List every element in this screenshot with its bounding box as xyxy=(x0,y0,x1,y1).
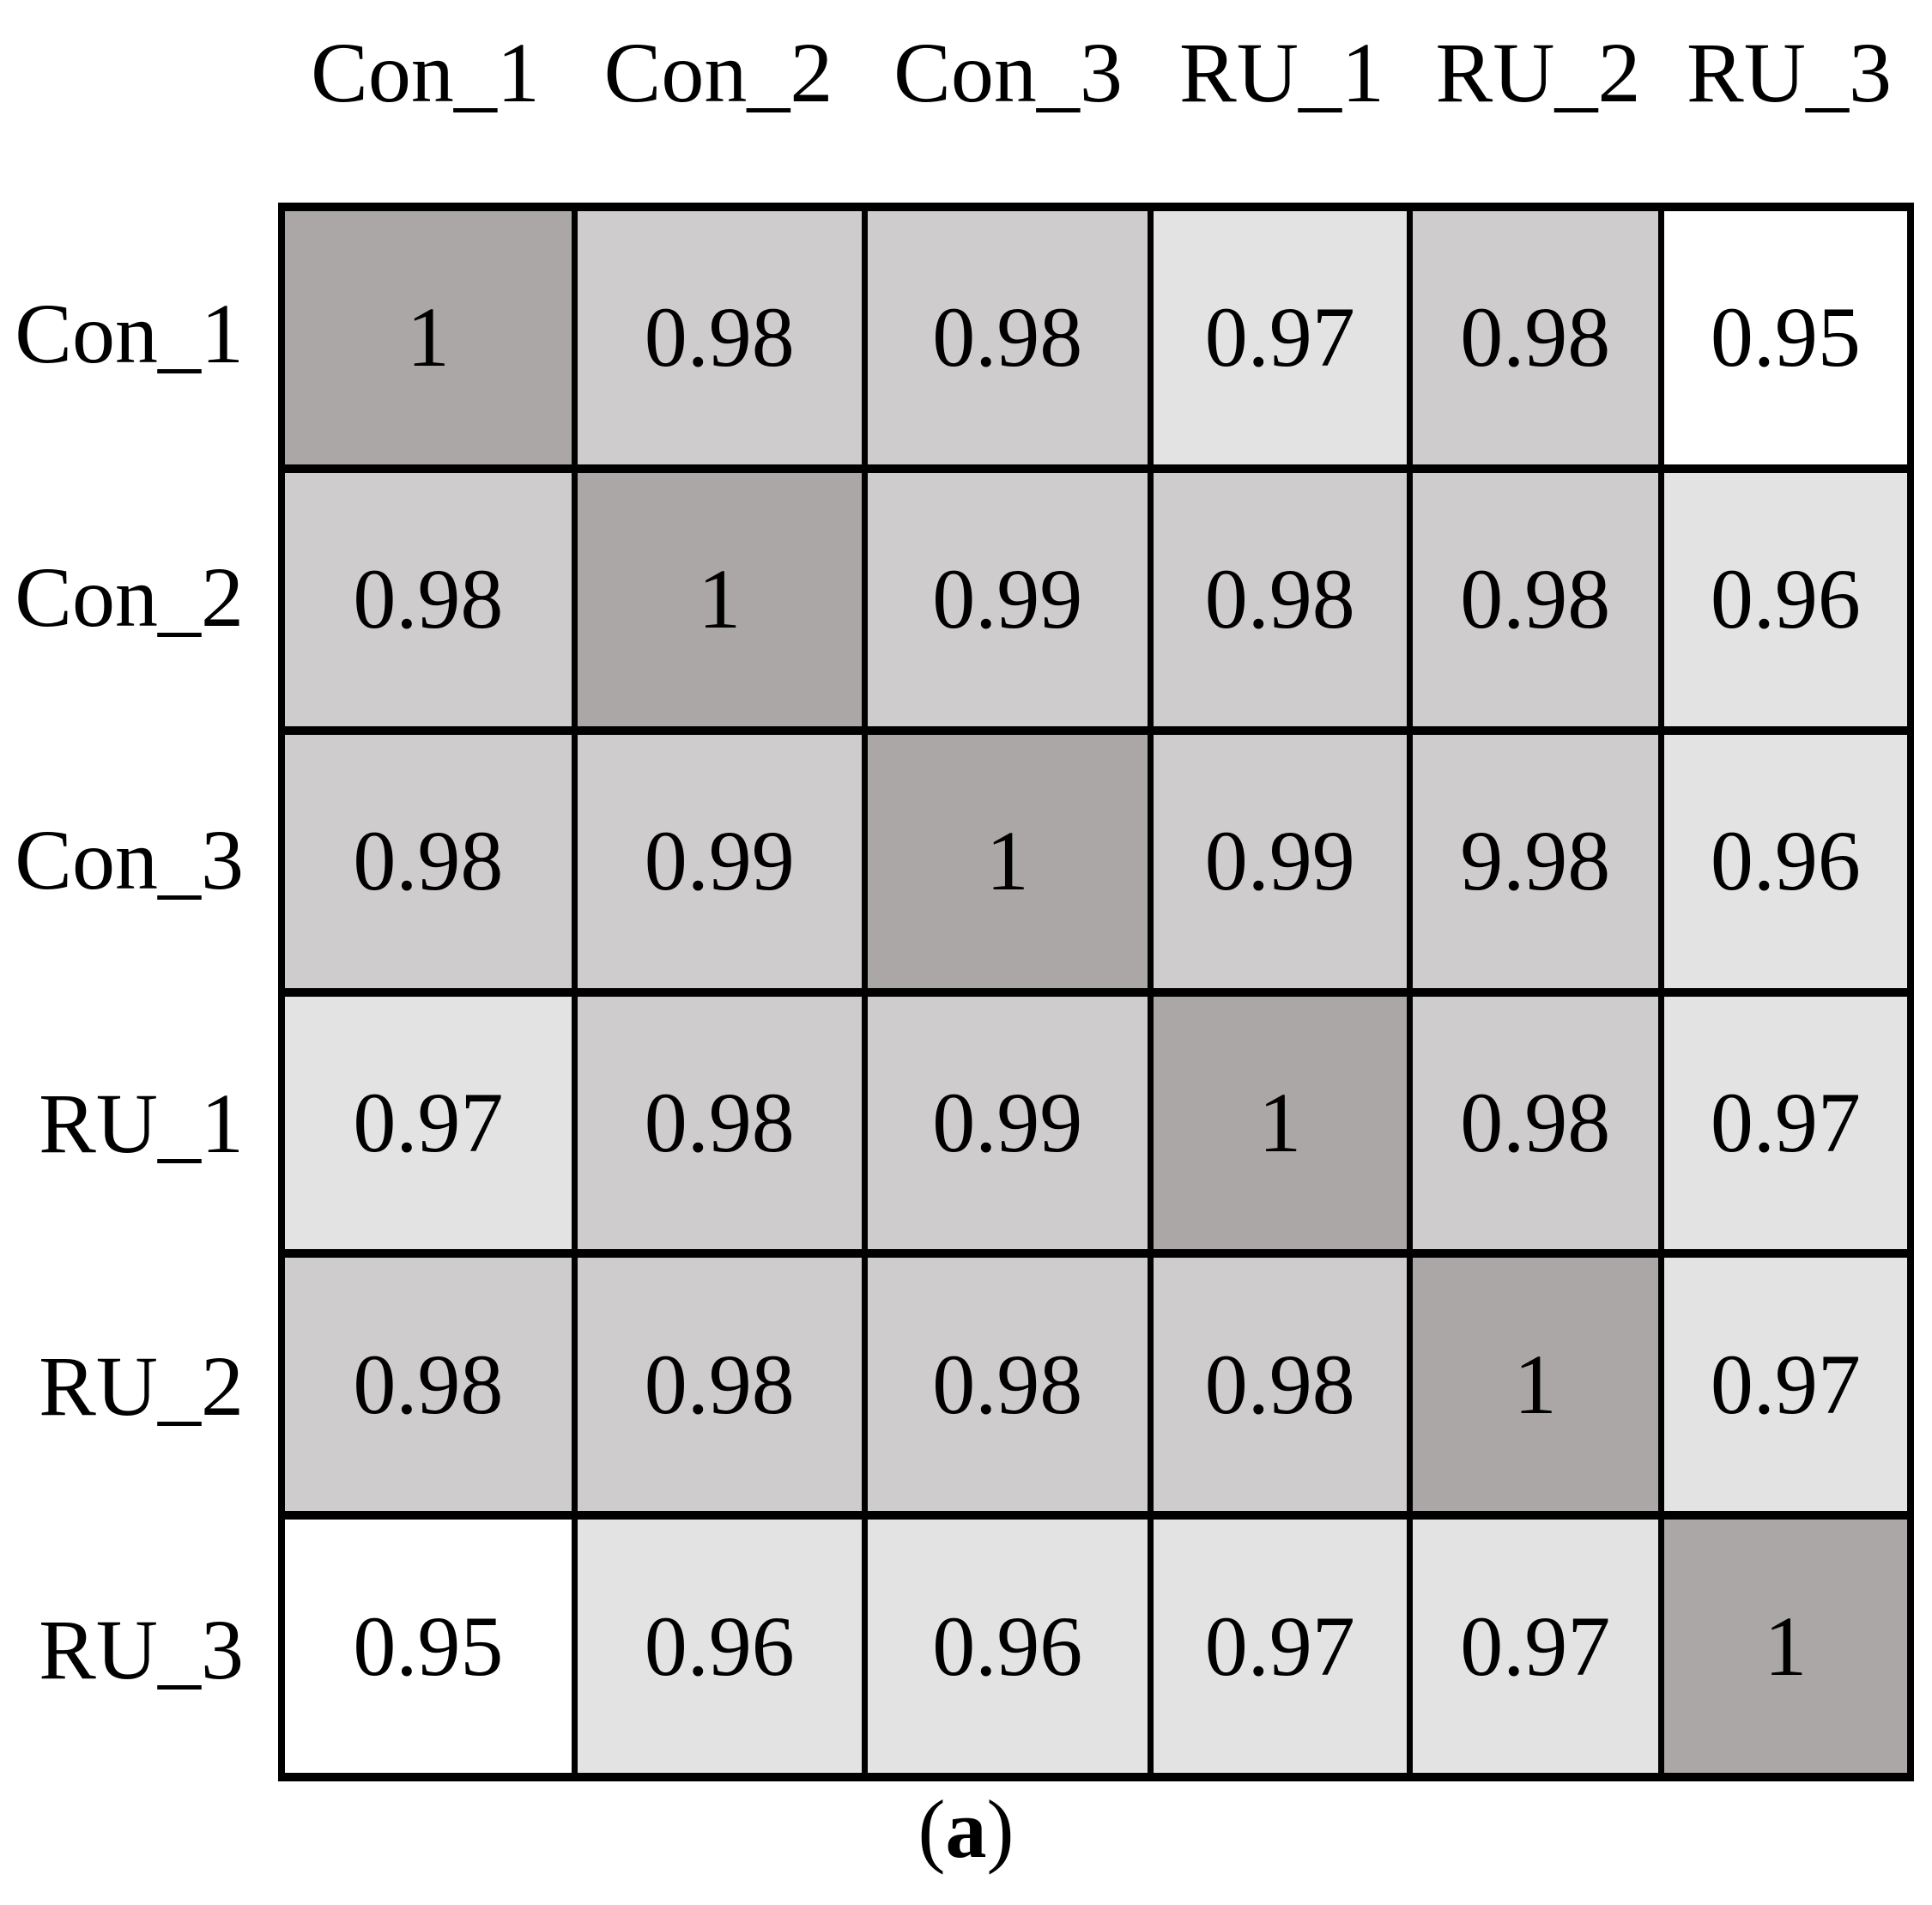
figure-caption: (a) xyxy=(0,1784,1932,1875)
matrix-cell: 0.98 xyxy=(867,1258,1148,1512)
matrix-cell: 0.96 xyxy=(577,1520,862,1773)
column-headers: Con_1 Con_2 Con_3 RU_1 RU_2 RU_3 xyxy=(278,0,1914,146)
matrix-cell: 0.98 xyxy=(867,211,1148,464)
matrix-cell: 0.97 xyxy=(1153,211,1407,464)
matrix-cell: 0.97 xyxy=(1663,996,1907,1250)
matrix-cell: 0.98 xyxy=(577,211,862,464)
correlation-matrix: 1 0.98 0.98 0.97 0.98 0.95 0.98 1 0.99 0.98 0.98 0.… xyxy=(278,203,1914,1781)
matrix-cell: 0.98 xyxy=(1412,996,1658,1250)
caption-open-paren: ( xyxy=(918,1783,946,1875)
column-header-RU_1: RU_1 xyxy=(1179,25,1384,120)
row-label-Con_2: Con_2 xyxy=(15,549,244,645)
matrix-cell: 0.98 xyxy=(577,1258,862,1512)
matrix-cell: 1 xyxy=(1412,1258,1658,1512)
matrix-cell: 0.98 xyxy=(285,1258,572,1512)
column-header-RU_3: RU_3 xyxy=(1687,25,1892,120)
column-header-Con_2: Con_2 xyxy=(603,25,833,120)
matrix-cell: 0.95 xyxy=(1663,211,1907,464)
matrix-cell: 1 xyxy=(1153,996,1407,1250)
matrix-cell: 0.95 xyxy=(285,1520,572,1773)
matrix-cell: 0.99 xyxy=(577,734,862,988)
matrix-cell: 0.96 xyxy=(1663,734,1907,988)
matrix-cell: 0.96 xyxy=(867,1520,1148,1773)
matrix-cell: 0.98 xyxy=(1412,211,1658,464)
matrix-cell: 1 xyxy=(867,734,1148,988)
row-label-Con_3: Con_3 xyxy=(15,812,244,908)
matrix-cell: 0.98 xyxy=(285,734,572,988)
row-label-RU_3: RU_3 xyxy=(39,1601,244,1697)
matrix-cell: 1 xyxy=(285,211,572,464)
matrix-cell: 1 xyxy=(1663,1520,1907,1773)
column-header-Con_1: Con_1 xyxy=(311,25,540,120)
matrix-cell: 0.96 xyxy=(1663,472,1907,726)
matrix-cell: 9.98 xyxy=(1412,734,1658,988)
caption-close-paren: ) xyxy=(986,1783,1014,1875)
row-label-RU_1: RU_1 xyxy=(39,1075,244,1171)
matrix-cell: 0.98 xyxy=(1153,472,1407,726)
matrix-cell: 0.98 xyxy=(285,472,572,726)
column-header-Con_3: Con_3 xyxy=(893,25,1123,120)
matrix-cell: 0.97 xyxy=(1153,1520,1407,1773)
caption-letter: a xyxy=(945,1783,987,1875)
column-header-RU_2: RU_2 xyxy=(1435,25,1641,120)
row-label-Con_1: Con_1 xyxy=(15,286,244,382)
matrix-cell: 0.99 xyxy=(1153,734,1407,988)
row-label-RU_2: RU_2 xyxy=(39,1338,244,1435)
matrix-cell: 0.99 xyxy=(867,996,1148,1250)
matrix-cell: 0.98 xyxy=(1412,472,1658,726)
matrix-cell: 0.97 xyxy=(1663,1258,1907,1512)
matrix-cell: 0.97 xyxy=(285,996,572,1250)
matrix-cell: 1 xyxy=(577,472,862,726)
matrix-cell: 0.99 xyxy=(867,472,1148,726)
matrix-cell: 0.98 xyxy=(577,996,862,1250)
matrix-cell: 0.98 xyxy=(1153,1258,1407,1512)
row-labels: Con_1 Con_2 Con_3 RU_1 RU_2 RU_3 xyxy=(0,203,278,1781)
matrix-cell: 0.97 xyxy=(1412,1520,1658,1773)
